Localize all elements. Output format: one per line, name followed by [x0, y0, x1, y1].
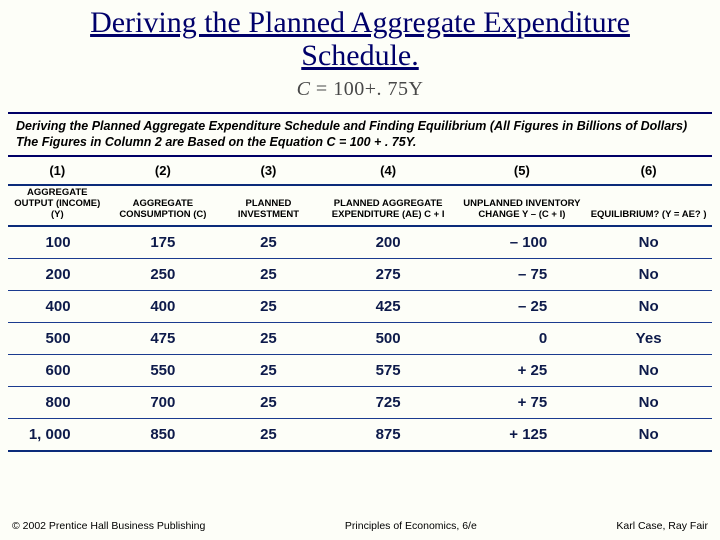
- cell-c: 175: [107, 226, 220, 259]
- footer-left: © 2002 Prentice Hall Business Publishing: [12, 520, 205, 532]
- cell-inv: 0: [459, 323, 586, 355]
- table-caption: Deriving the Planned Aggregate Expenditu…: [8, 112, 712, 157]
- table-body: 100 175 25 200 – 100 No 200 250 25 275 –…: [8, 226, 712, 451]
- cell-c: 550: [107, 355, 220, 387]
- cell-inv: + 25: [459, 355, 586, 387]
- colnum-6: (6): [585, 157, 712, 185]
- collabel-3: PLANNED INVESTMENT: [219, 185, 318, 226]
- colnum-3: (3): [219, 157, 318, 185]
- cell-i: 25: [219, 387, 318, 419]
- cell-i: 25: [219, 323, 318, 355]
- equation-wrap: C = 100+. 75Y: [0, 78, 720, 110]
- cell-y: 800: [8, 387, 107, 419]
- cell-i: 25: [219, 226, 318, 259]
- cell-i: 25: [219, 291, 318, 323]
- cell-i: 25: [219, 355, 318, 387]
- table-row: 1, 000 850 25 875 + 125 No: [8, 419, 712, 452]
- table-header-labels: AGGREGATE OUTPUT (INCOME) (Y) AGGREGATE …: [8, 185, 712, 226]
- cell-y: 100: [8, 226, 107, 259]
- cell-eq: No: [585, 387, 712, 419]
- cell-ae: 500: [318, 323, 459, 355]
- cell-y: 500: [8, 323, 107, 355]
- collabel-6: EQUILIBRIUM? (Y = AE? ): [585, 185, 712, 226]
- slide-title: Deriving the Planned Aggregate Expenditu…: [30, 6, 690, 72]
- collabel-2: AGGREGATE CONSUMPTION (C): [107, 185, 220, 226]
- ae-table: (1) (2) (3) (4) (5) (6) AGGREGATE OUTPUT…: [8, 157, 712, 452]
- title-wrap: Deriving the Planned Aggregate Expenditu…: [0, 0, 720, 76]
- collabel-1: AGGREGATE OUTPUT (INCOME) (Y): [8, 185, 107, 226]
- slide: Deriving the Planned Aggregate Expenditu…: [0, 0, 720, 540]
- cell-c: 400: [107, 291, 220, 323]
- colnum-4: (4): [318, 157, 459, 185]
- cell-y: 600: [8, 355, 107, 387]
- cell-eq: No: [585, 291, 712, 323]
- eq-plus: +.: [365, 78, 388, 100]
- cell-i: 25: [219, 259, 318, 291]
- eq-rhs1: 100: [333, 78, 365, 100]
- cell-inv: – 25: [459, 291, 586, 323]
- colnum-2: (2): [107, 157, 220, 185]
- colnum-5: (5): [459, 157, 586, 185]
- cell-y: 1, 000: [8, 419, 107, 452]
- eq-rhs2: 75Y: [387, 78, 423, 100]
- cell-inv: + 125: [459, 419, 586, 452]
- cell-c: 850: [107, 419, 220, 452]
- cell-y: 400: [8, 291, 107, 323]
- collabel-5: UNPLANNED INVENTORY CHANGE Y – (C + I): [459, 185, 586, 226]
- colnum-1: (1): [8, 157, 107, 185]
- table-row: 500 475 25 500 0 Yes: [8, 323, 712, 355]
- eq-equals: =: [310, 78, 333, 100]
- table-row: 800 700 25 725 + 75 No: [8, 387, 712, 419]
- cell-ae: 875: [318, 419, 459, 452]
- cell-ae: 275: [318, 259, 459, 291]
- cell-ae: 575: [318, 355, 459, 387]
- table-row: 200 250 25 275 – 75 No: [8, 259, 712, 291]
- footer-center: Principles of Economics, 6/e: [345, 520, 477, 532]
- cell-inv: – 100: [459, 226, 586, 259]
- table-row: 400 400 25 425 – 25 No: [8, 291, 712, 323]
- cell-inv: + 75: [459, 387, 586, 419]
- table-wrap: (1) (2) (3) (4) (5) (6) AGGREGATE OUTPUT…: [8, 157, 712, 514]
- cell-y: 200: [8, 259, 107, 291]
- table-caption-text: Deriving the Planned Aggregate Expenditu…: [16, 119, 687, 149]
- cell-eq: Yes: [585, 323, 712, 355]
- cell-eq: No: [585, 259, 712, 291]
- cell-ae: 725: [318, 387, 459, 419]
- cell-eq: No: [585, 226, 712, 259]
- cell-ae: 200: [318, 226, 459, 259]
- cell-ae: 425: [318, 291, 459, 323]
- cell-c: 250: [107, 259, 220, 291]
- cell-c: 475: [107, 323, 220, 355]
- cell-c: 700: [107, 387, 220, 419]
- eq-lhs: C: [297, 78, 311, 100]
- collabel-4: PLANNED AGGREGATE EXPENDITURE (AE) C + I: [318, 185, 459, 226]
- table-row: 100 175 25 200 – 100 No: [8, 226, 712, 259]
- cell-inv: – 75: [459, 259, 586, 291]
- cell-eq: No: [585, 419, 712, 452]
- footer-right: Karl Case, Ray Fair: [616, 520, 708, 532]
- equation: C = 100+. 75Y: [297, 78, 424, 101]
- cell-eq: No: [585, 355, 712, 387]
- table-header-nums: (1) (2) (3) (4) (5) (6): [8, 157, 712, 185]
- cell-i: 25: [219, 419, 318, 452]
- footer: © 2002 Prentice Hall Business Publishing…: [0, 514, 720, 540]
- table-row: 600 550 25 575 + 25 No: [8, 355, 712, 387]
